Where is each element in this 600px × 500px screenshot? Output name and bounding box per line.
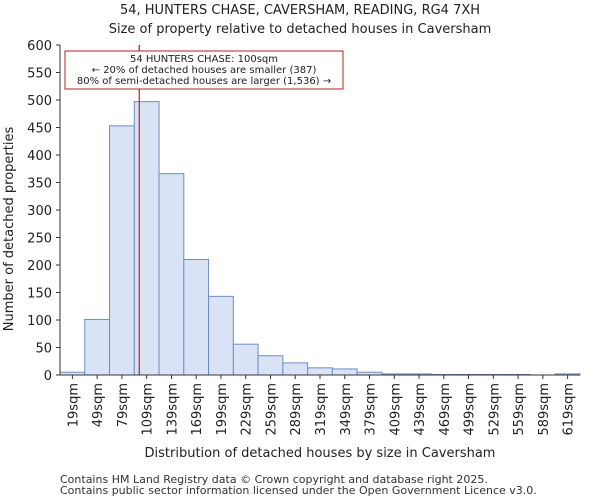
- annotation-line-1: 54 HUNTERS CHASE: 100sqm: [130, 54, 278, 65]
- x-tick-label: 229sqm: [240, 383, 255, 436]
- y-tick-label: 400: [27, 149, 52, 164]
- x-tick-label: 169sqm: [190, 383, 205, 436]
- x-tick-label: 109sqm: [141, 383, 156, 436]
- x-tick-label: 379sqm: [364, 383, 379, 436]
- annotation-line-3: 80% of semi-detached houses are larger (…: [77, 76, 331, 87]
- x-tick-label: 49sqm: [91, 383, 106, 427]
- x-tick-label: 199sqm: [215, 383, 230, 436]
- histogram-bar: [183, 259, 210, 376]
- x-tick-label: 469sqm: [438, 383, 453, 436]
- x-tick-label: 529sqm: [487, 383, 502, 436]
- y-tick-label: 0: [44, 369, 52, 384]
- annotation-box: 54 HUNTERS CHASE: 100sqm ← 20% of detach…: [64, 50, 344, 90]
- histogram-bar: [133, 101, 160, 376]
- x-tick-label: 79sqm: [116, 383, 131, 427]
- footer-line-1: Contains HM Land Registry data © Crown c…: [60, 473, 488, 486]
- x-axis-label: Distribution of detached houses by size …: [145, 446, 496, 461]
- plot-axes: [59, 45, 580, 376]
- histogram-bar: [208, 295, 234, 376]
- x-tick-label: 259sqm: [264, 383, 279, 436]
- x-axis-ticks: 19sqm 49sqm 79sqm 109sqm 139sqm 169sqm 199sqm 2…: [66, 375, 577, 436]
- histogram-bar: [109, 125, 135, 376]
- histogram-bar: [307, 367, 333, 376]
- x-tick-label: 439sqm: [413, 383, 428, 436]
- x-tick-label: 499sqm: [463, 383, 478, 436]
- y-tick-label: 350: [27, 177, 52, 192]
- y-tick-label: 150: [27, 287, 52, 302]
- y-tick-label: 200: [27, 259, 52, 274]
- y-tick-label: 250: [27, 232, 52, 247]
- x-tick-label: 409sqm: [388, 383, 403, 436]
- x-tick-label: 139sqm: [165, 383, 180, 436]
- x-tick-label: 559sqm: [512, 383, 527, 436]
- annotation-line-2: ← 20% of detached houses are smaller (38…: [92, 65, 317, 76]
- footer-line-2: Contains public sector information licen…: [60, 484, 537, 497]
- x-tick-label: 619sqm: [562, 383, 577, 436]
- y-tick-label: 500: [27, 94, 52, 109]
- histogram-bar: [282, 362, 309, 376]
- histogram-bar: [331, 368, 358, 376]
- x-tick-label: 589sqm: [537, 383, 552, 436]
- chart-title-line-2: Size of property relative to detached ho…: [109, 22, 492, 37]
- x-tick-label: 319sqm: [314, 383, 329, 436]
- histogram-bar: [232, 343, 259, 376]
- y-tick-label: 550: [27, 67, 52, 82]
- x-tick-label: 289sqm: [289, 383, 304, 436]
- y-tick-label: 50: [35, 342, 52, 357]
- histogram-bar: [158, 173, 185, 376]
- y-axis-label: Number of detached properties: [2, 127, 17, 332]
- y-tick-label: 450: [27, 122, 52, 137]
- y-tick-label: 100: [27, 314, 52, 329]
- histogram-bars: [59, 101, 581, 376]
- chart-title-line-1: 54, HUNTERS CHASE, CAVERSHAM, READING, R…: [120, 3, 480, 18]
- histogram-bar: [84, 318, 111, 376]
- y-tick-label: 600: [27, 39, 52, 54]
- y-axis-ticks: 0 50 100 150 200 250 300 350 400 450 500 550 600: [27, 39, 60, 384]
- annotation-box-frame: [64, 50, 344, 90]
- histogram-bar: [257, 355, 284, 376]
- y-tick-label: 300: [27, 204, 52, 219]
- x-tick-label: 19sqm: [66, 383, 81, 427]
- x-tick-label: 349sqm: [339, 383, 354, 436]
